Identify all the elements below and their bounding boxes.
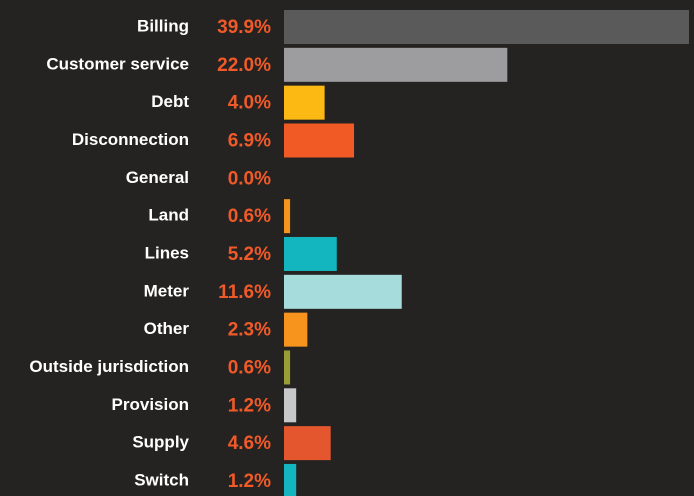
category-label: Debt [151,92,189,111]
category-label: General [126,168,189,187]
value-label: 1.2% [228,471,271,492]
bar [284,274,402,309]
bar [284,236,337,271]
value-label: 22.0% [217,55,271,76]
category-label: Land [148,206,189,225]
bar [284,123,355,158]
category-label: Supply [132,433,189,452]
bar [284,463,297,496]
category-label: Other [144,319,190,338]
category-label: Lines [145,243,189,262]
value-label: 39.9% [217,17,271,38]
value-label: 5.2% [228,244,271,265]
bar [284,47,508,82]
value-label: 4.6% [228,433,271,454]
bar [284,10,689,44]
bar [284,199,291,234]
category-label: Disconnection [72,130,189,149]
bar [284,426,331,461]
bar [284,85,325,120]
bar [284,388,297,423]
category-label: Outside jurisdiction [29,357,189,376]
value-label: 6.9% [228,131,271,152]
category-label: Switch [134,470,189,489]
value-label: 11.6% [218,282,271,303]
bar [284,312,308,347]
category-label: Provision [112,395,189,414]
category-label: Customer service [46,54,189,73]
value-label: 0.6% [228,206,271,227]
value-label: 0.0% [228,168,271,189]
value-label: 1.2% [228,395,271,416]
value-label: 4.0% [228,93,271,114]
category-label: Billing [137,16,189,35]
value-label: 0.6% [228,357,271,378]
bar [284,350,291,385]
value-label: 2.3% [228,320,271,341]
category-label: Meter [144,281,190,300]
